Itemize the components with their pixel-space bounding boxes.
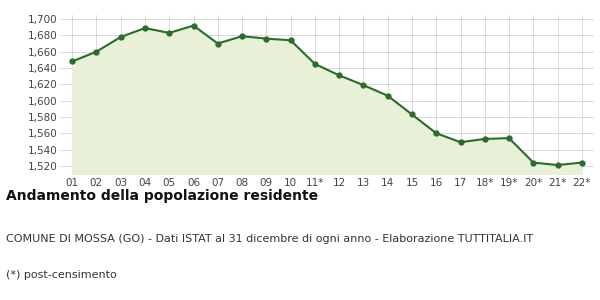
Text: (*) post-censimento: (*) post-censimento: [6, 270, 117, 280]
Text: Andamento della popolazione residente: Andamento della popolazione residente: [6, 189, 318, 203]
Text: COMUNE DI MOSSA (GO) - Dati ISTAT al 31 dicembre di ogni anno - Elaborazione TUT: COMUNE DI MOSSA (GO) - Dati ISTAT al 31 …: [6, 234, 533, 244]
